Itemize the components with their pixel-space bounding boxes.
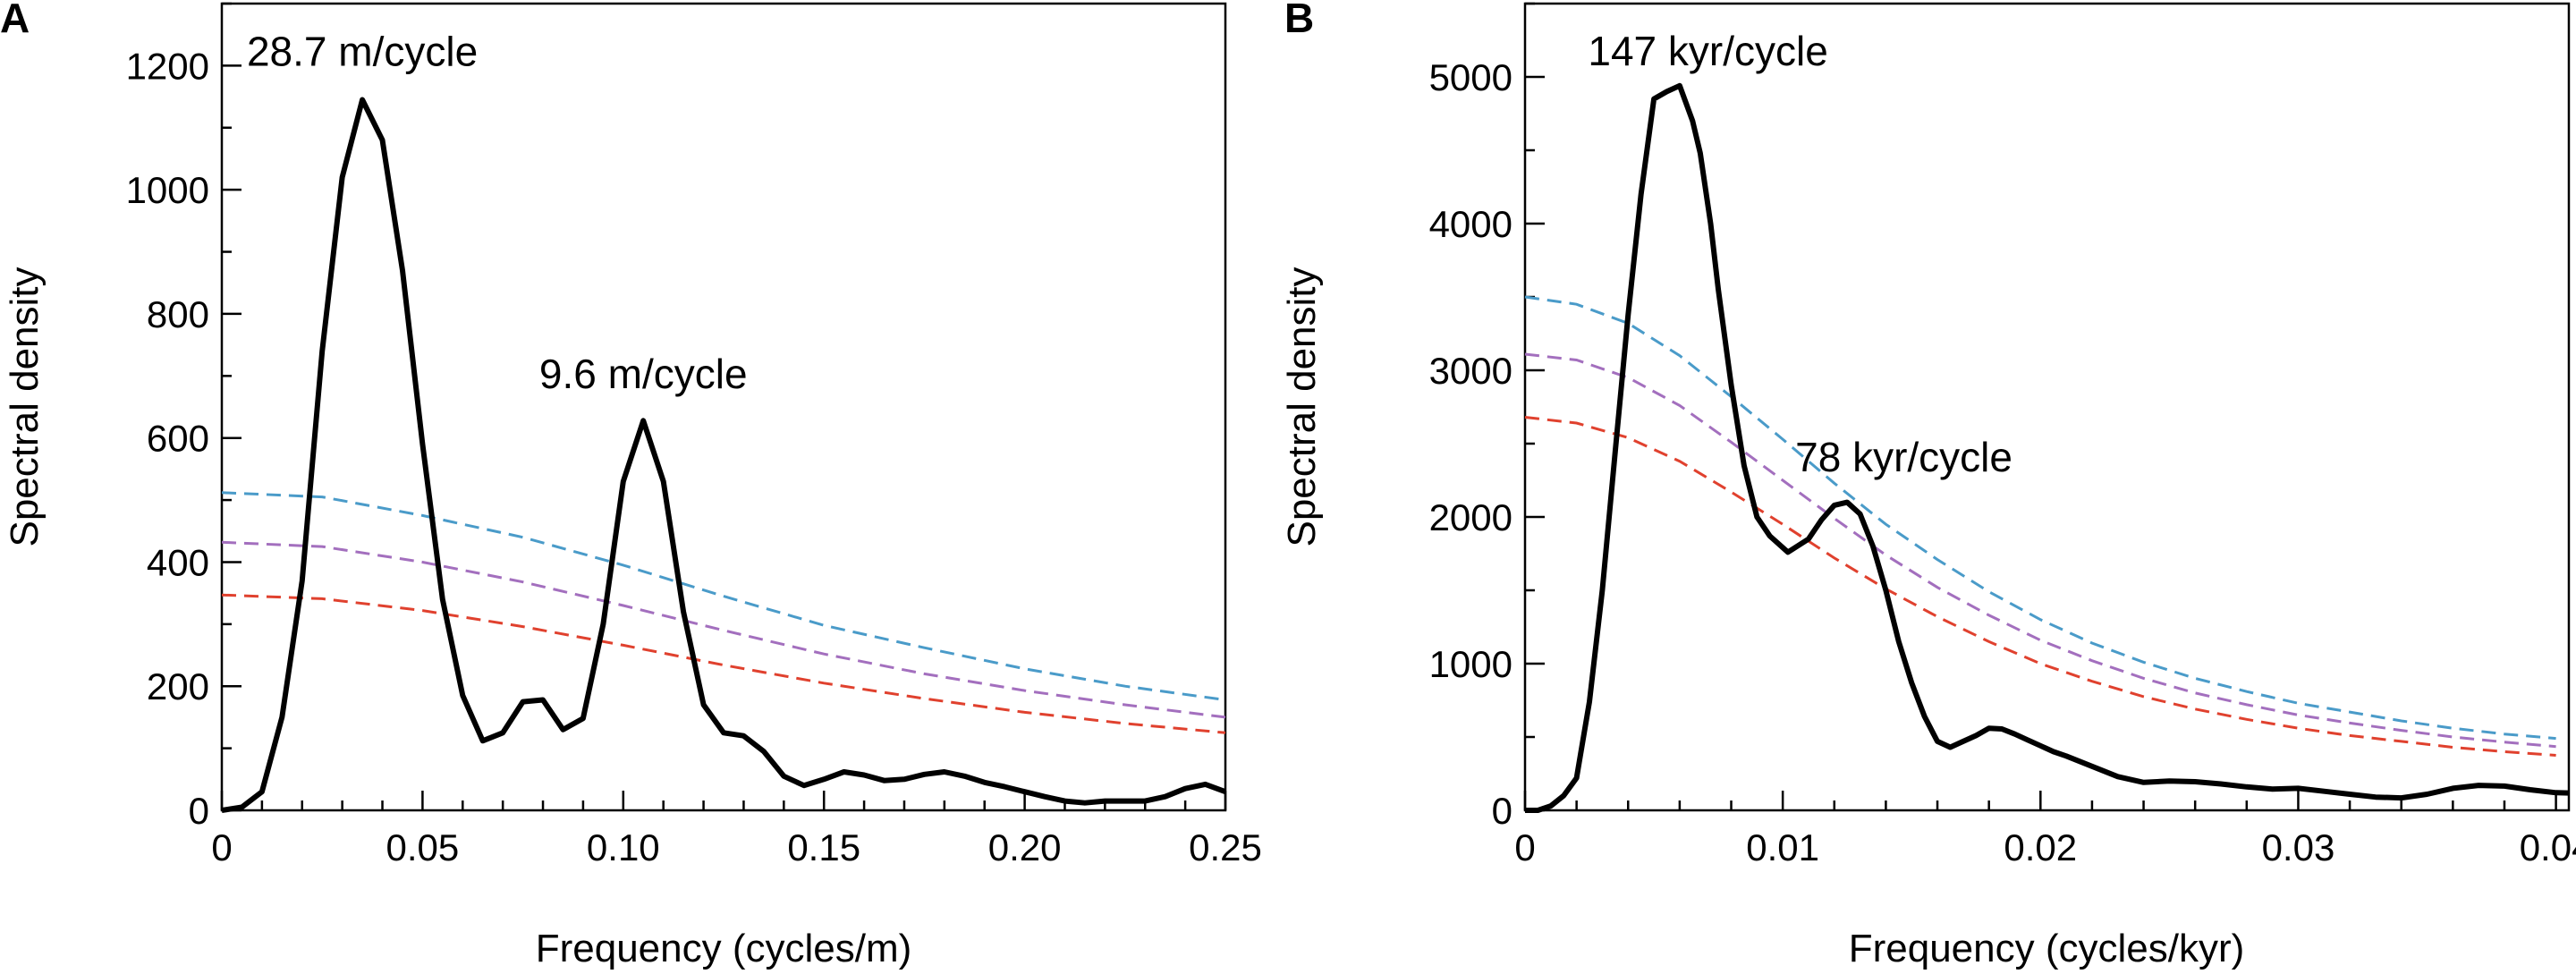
- confidence-purple-line-b: [1524, 352, 2556, 749]
- y-tick-label-a: 1000: [126, 169, 209, 211]
- y-tick-label-a: 400: [147, 541, 209, 583]
- y-tick-label-a: 600: [147, 418, 209, 460]
- x-axis-title-a: Frequency (cycles/m): [536, 927, 912, 970]
- y-tick-label-b: 1000: [1429, 643, 1513, 685]
- confidence-red-line-a: [221, 593, 1226, 734]
- x-tick-labels-a: 0 0.05 0.10 0.15 0.20 0.25: [211, 826, 1262, 868]
- x-tick-labels-b: 0 0.01 0.02 0.03 0.04: [1514, 826, 2576, 868]
- x-tick-label-b: 0.03: [2262, 826, 2335, 868]
- y-tick-label-a: 200: [147, 665, 209, 707]
- plot-frame-a: [220, 2, 1227, 812]
- y-tick-label-b: 4000: [1429, 203, 1513, 245]
- x-tick-label-b: 0: [1514, 826, 1535, 868]
- panel-a: A 0 0.05 0.10 0.15 0.20 0.25 0 200 400 600 800 100…: [0, 0, 1262, 970]
- peak-annotation-b: 78 kyr/cycle: [1795, 434, 2012, 480]
- y-tick-label-a: 0: [189, 790, 209, 832]
- confidence-blue-line-a: [221, 491, 1226, 701]
- axis-ticks-a: [220, 2, 1227, 812]
- y-tick-label-b: 5000: [1429, 56, 1513, 98]
- series-lines-b: [1524, 82, 2570, 813]
- confidence-purple-line-a: [221, 540, 1226, 719]
- axis-ticks-b: [1523, 2, 2557, 812]
- x-tick-label-a: 0.25: [1189, 826, 1262, 868]
- x-tick-label-b: 0.02: [2004, 826, 2077, 868]
- spectrum-line-b: [1525, 82, 2570, 813]
- x-tick-label-a: 0.10: [587, 826, 660, 868]
- y-tick-label-a: 1200: [126, 45, 209, 87]
- peak-annotation-a: 28.7 m/cycle: [247, 28, 478, 74]
- y-tick-labels-a: 0 200 400 600 800 1000 1200: [126, 45, 209, 832]
- y-tick-label-a: 800: [147, 293, 209, 335]
- panel-b: B 0 0.01 0.02 0.03 0.04 0 1000 2000 3000 4000 500…: [1280, 0, 2576, 970]
- y-axis-title-b: Spectral density: [1280, 267, 1324, 546]
- peak-annotations-a: 28.7 m/cycle 9.6 m/cycle: [247, 28, 748, 397]
- spectrum-line-a: [221, 97, 1227, 813]
- x-axis-title-b: Frequency (cycles/kyr): [1849, 927, 2245, 970]
- y-tick-label-b: 0: [1492, 790, 1513, 832]
- y-tick-labels-b: 0 1000 2000 3000 4000 5000: [1429, 56, 1513, 832]
- x-tick-label-a: 0.20: [988, 826, 1062, 868]
- panel-label-a: A: [0, 0, 30, 41]
- series-lines-a: [221, 97, 1227, 813]
- plot-frame-b: [1523, 2, 2571, 812]
- panel-label-b: B: [1284, 0, 1314, 41]
- peak-annotations-b: 147 kyr/cycle 78 kyr/cycle: [1588, 28, 2012, 480]
- x-tick-label-a: 0: [211, 826, 232, 868]
- y-axis-title-a: Spectral density: [3, 267, 47, 546]
- x-tick-label-b: 0.04: [2520, 826, 2576, 868]
- x-tick-label-a: 0.05: [386, 826, 460, 868]
- peak-annotation-b: 147 kyr/cycle: [1588, 28, 1827, 74]
- peak-annotation-a: 9.6 m/cycle: [539, 351, 748, 397]
- x-tick-label-b: 0.01: [1746, 826, 1819, 868]
- x-tick-label-a: 0.15: [787, 826, 860, 868]
- y-tick-label-b: 2000: [1429, 496, 1513, 538]
- y-tick-label-b: 3000: [1429, 350, 1513, 392]
- confidence-red-line-b: [1524, 416, 2556, 757]
- confidence-blue-line-b: [1524, 295, 2556, 741]
